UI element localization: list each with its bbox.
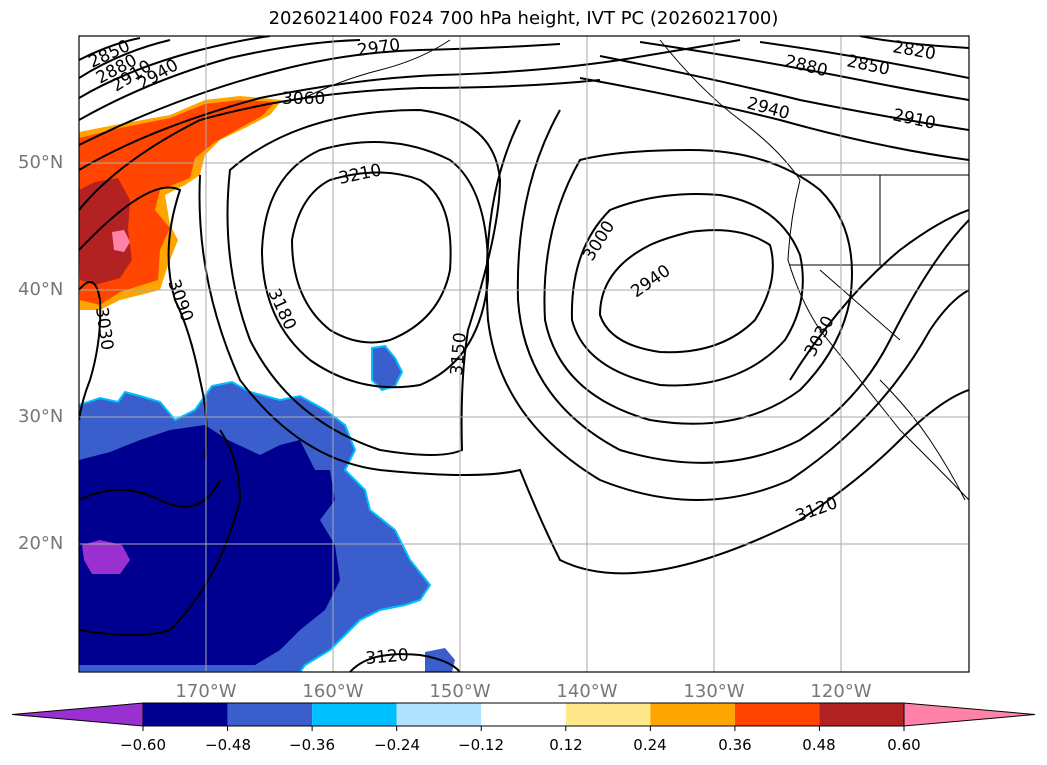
colorbar-segment [312,703,397,726]
contour-3090 [79,186,208,461]
contour-2850-ne [759,41,969,79]
colorbar-tick-label: 0.60 [887,736,921,754]
lon-label: 120°W [810,681,872,702]
colorbar-segment [650,703,735,726]
lat-label: 30°N [18,406,64,427]
map-frame [78,35,970,673]
ivt-min-negative-region [82,540,130,574]
lon-label: 150°W [429,681,491,702]
lat-label: 40°N [18,279,64,300]
contour-low-3030 [516,109,969,464]
contour-2880-nw [79,39,171,79]
ivt-weak-negative-small [371,344,404,392]
coastlines [299,39,969,501]
colorbar-segment [819,703,904,726]
colorbar-segment [143,703,228,726]
contour-3180 [260,141,490,389]
colorbar-extension-max [903,702,1036,727]
colorbar-segment [734,703,820,726]
height-contours [79,36,969,672]
ivt-max-positive [112,230,130,252]
colorbar-segment [565,703,651,726]
contour-label: 3060 [282,89,325,109]
colorbar-tick-label: −0.60 [120,736,166,754]
contour-2910-nw [79,36,271,99]
contour-2910-ne [599,55,969,131]
contour-low-2970 [570,193,804,387]
colorbar-tick-label: 0.48 [802,736,836,754]
lat-label: 50°N [18,152,64,173]
colorbar-frame [142,702,905,727]
contour-3000-west [79,39,741,171]
colorbar-tick-label: −0.24 [374,736,420,754]
contour-3120-south [79,429,242,636]
contour-3030 [79,281,102,421]
lon-label: 130°W [683,681,745,702]
colorbar-segment [396,703,482,726]
map-title: 2026021400 F024 700 hPa height, IVT PC (… [268,8,779,29]
contour-3030-east [789,209,969,381]
contour-2940-nw [79,39,361,121]
contour-2850-nw [79,37,141,61]
contour-low-2940 [598,229,774,354]
baja-coast [879,379,966,501]
ivt-strong-negative-region [79,425,340,665]
graticule [79,36,969,672]
colorbar-extension-min [11,702,144,727]
contour-2820-ne [859,36,969,49]
colorbar-tick-label: −0.12 [458,736,504,754]
colorbar-tick-label: −0.36 [289,736,335,754]
contour-3120-center [198,174,969,575]
colorbar-segment [227,703,313,726]
contour-3150 [226,108,502,456]
contour-3210 [290,171,452,344]
contour-label: 3120 [365,645,410,669]
colorbar-tick-label: 0.36 [718,736,752,754]
contour-low-3060 [485,119,969,501]
colorbar-tick-label: −0.48 [205,736,251,754]
contour-3060 [79,79,601,211]
alaska-coast [299,39,451,101]
state-border-3 [819,269,901,341]
contour-3120-bottom [349,653,461,672]
contour-2940-ne [579,77,969,161]
ivt-very-strong-positive [79,178,132,285]
lon-label: 140°W [556,681,618,702]
colorbar-segment [481,703,566,726]
contour-label: 3150 [447,332,471,377]
north-america-coast [659,39,969,501]
lon-label: 160°W [302,681,364,702]
lat-label: 20°N [18,533,64,554]
contour-3090-lower [79,479,221,508]
contour-low-3000 [543,148,853,425]
colorbar-tick-label: 0.12 [549,736,583,754]
lon-label: 170°W [175,681,237,702]
colorbar-tick-label: 0.24 [633,736,667,754]
contour-2880-ne [639,41,969,101]
